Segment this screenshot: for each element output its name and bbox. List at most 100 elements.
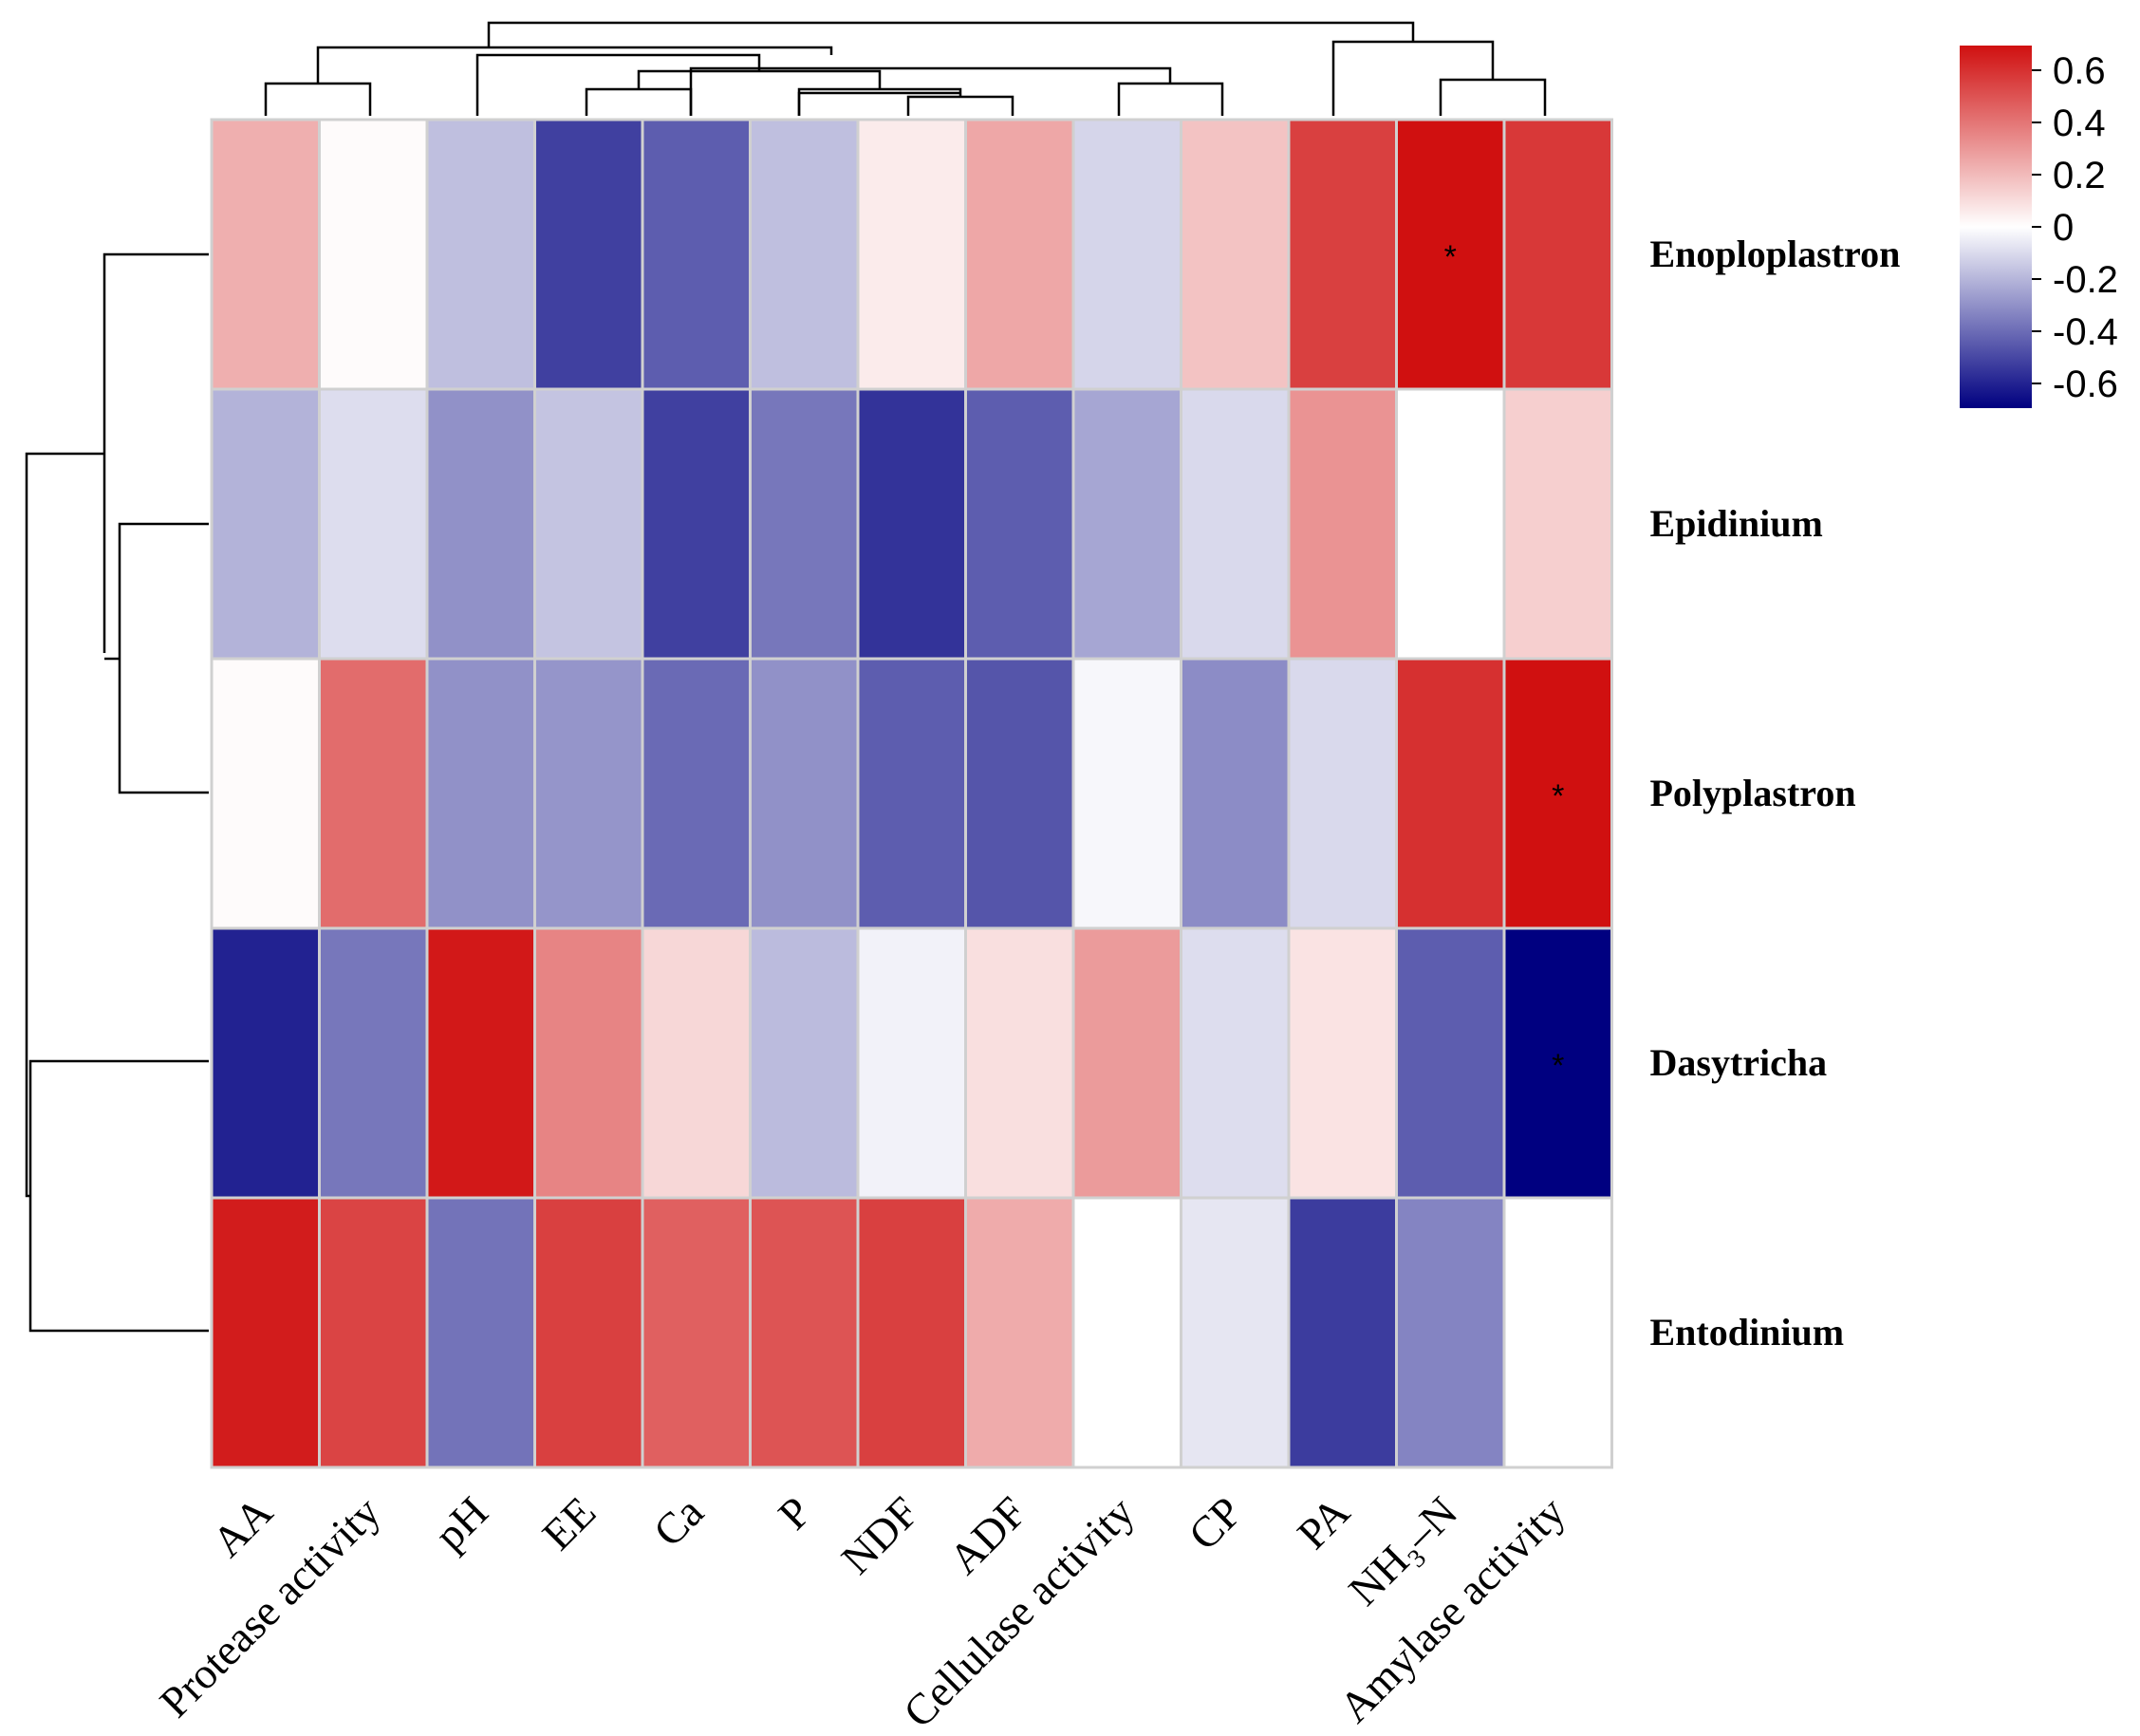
heatmap-cell	[749, 118, 860, 391]
heatmap-cell	[856, 657, 967, 930]
heatmap-cell	[964, 926, 1075, 1200]
heatmap-cell	[1071, 657, 1182, 930]
dendrogram-branch	[28, 1059, 209, 1333]
dendrogram-branch	[585, 87, 693, 116]
column-label: AA	[203, 1487, 282, 1566]
column-label: Ca	[644, 1487, 713, 1556]
row-label: Epidinium	[1650, 502, 1823, 545]
column-label: PA	[1288, 1487, 1359, 1559]
heatmap-cell	[641, 657, 752, 930]
dendrogram-branch	[118, 522, 209, 794]
heatmap-cell	[533, 387, 644, 661]
significance-star: *	[1552, 1048, 1564, 1084]
dendrogram-branch	[637, 69, 882, 89]
heatmap-cell	[1180, 1196, 1291, 1469]
column-label: ADF	[940, 1487, 1035, 1583]
heatmap-cell	[533, 118, 644, 391]
colorbar-tick-label: 0.6	[2053, 50, 2106, 92]
heatmap-cell	[641, 926, 752, 1200]
dendrogram-branch	[487, 21, 1415, 47]
heatmap-cell	[210, 118, 321, 391]
colorbar-tick-label: 0.4	[2053, 103, 2106, 144]
heatmap-cell	[856, 118, 967, 391]
dendrogram-branch	[689, 66, 1172, 116]
heatmap-cell	[1071, 1196, 1182, 1469]
column-label: NDF	[832, 1487, 928, 1583]
heatmap-cell	[1071, 926, 1182, 1200]
heatmap-cell	[749, 387, 860, 661]
colorbar-tick-label: -0.2	[2053, 259, 2118, 301]
heatmap-cell	[1287, 657, 1398, 930]
heatmap-cell	[318, 1196, 429, 1469]
significance-markers: * * *	[1444, 239, 1565, 1084]
heatmap-cell	[1287, 926, 1398, 1200]
dendrogram-branch	[475, 53, 761, 116]
column-dendrogram	[264, 21, 1547, 116]
dendrogram-branch	[1117, 82, 1224, 116]
heatmap-cells	[210, 118, 1613, 1469]
colorbar-tick-label: -0.4	[2053, 311, 2118, 353]
heatmap-cell	[318, 118, 429, 391]
dendrogram-branch	[264, 82, 372, 116]
significance-star: *	[1444, 239, 1457, 275]
row-labels: Enoploplastron Epidinium Polyplastron Dasyt…	[1650, 233, 1901, 1353]
heatmap-cell	[1180, 118, 1291, 391]
heatmap-cell	[318, 657, 429, 930]
heatmap-cell	[318, 926, 429, 1200]
row-dendrogram	[25, 252, 209, 1333]
heatmap-cell	[425, 1196, 536, 1469]
heatmap-cell	[1395, 657, 1506, 930]
heatmap-cell	[1180, 387, 1291, 661]
heatmap-cell	[1395, 926, 1506, 1200]
heatmap-cell	[964, 387, 1075, 661]
heatmap-cell	[1502, 1196, 1613, 1469]
dendrogram-branch	[906, 95, 1014, 116]
heatmap-cell	[1502, 387, 1613, 661]
row-label: Polyplastron	[1650, 772, 1856, 814]
heatmap-cell	[425, 118, 536, 391]
heatmap-cell	[1180, 926, 1291, 1200]
significance-star: *	[1552, 778, 1564, 814]
colorbar-tick-label: 0	[2053, 207, 2074, 249]
dendrogram-branch	[316, 46, 833, 84]
column-label: pH	[425, 1487, 497, 1559]
heatmap-cell	[749, 926, 860, 1200]
dendrogram-branch	[25, 452, 104, 1198]
heatmap-cell	[425, 657, 536, 930]
heatmap-cell	[1180, 657, 1291, 930]
colorbar: 0.6 0.4 0.2 0 -0.2 -0.4 -0.6	[1960, 46, 2118, 408]
heatmap-cell	[533, 657, 644, 930]
heatmap-cell	[318, 387, 429, 661]
heatmap-cell	[425, 387, 536, 661]
heatmap-cell	[533, 1196, 644, 1469]
column-label: CP	[1179, 1487, 1251, 1559]
column-label: P	[769, 1487, 820, 1539]
row-label: Dasytricha	[1650, 1041, 1828, 1084]
heatmap-cell	[1502, 118, 1613, 391]
row-label: Enoploplastron	[1650, 233, 1901, 275]
heatmap-cell	[1502, 657, 1613, 930]
row-label: Entodinium	[1650, 1311, 1845, 1353]
heatmap-cell	[1287, 387, 1398, 661]
heatmap-cell	[964, 657, 1075, 930]
heatmap-cell	[210, 387, 321, 661]
heatmap-cell	[210, 657, 321, 930]
heatmap-cell	[749, 657, 860, 930]
heatmap-cell	[1287, 118, 1398, 391]
column-label: EE	[533, 1487, 605, 1559]
heatmap-cell	[856, 387, 967, 661]
colorbar-tick-label: 0.2	[2053, 155, 2106, 196]
heatmap-cell	[641, 118, 752, 391]
heatmap-cell	[210, 926, 321, 1200]
heatmap-cell	[1395, 1196, 1506, 1469]
heatmap-cell	[1502, 926, 1613, 1200]
heatmap-cell	[1395, 387, 1506, 661]
heatmap-cell	[210, 1196, 321, 1469]
heatmap-cell	[856, 1196, 967, 1469]
dendrogram-branch	[1439, 78, 1547, 116]
heatmap-cell	[533, 926, 644, 1200]
heatmap-cell	[964, 118, 1075, 391]
colorbar-tick-label: -0.6	[2053, 364, 2118, 405]
heatmap-cell	[749, 1196, 860, 1469]
